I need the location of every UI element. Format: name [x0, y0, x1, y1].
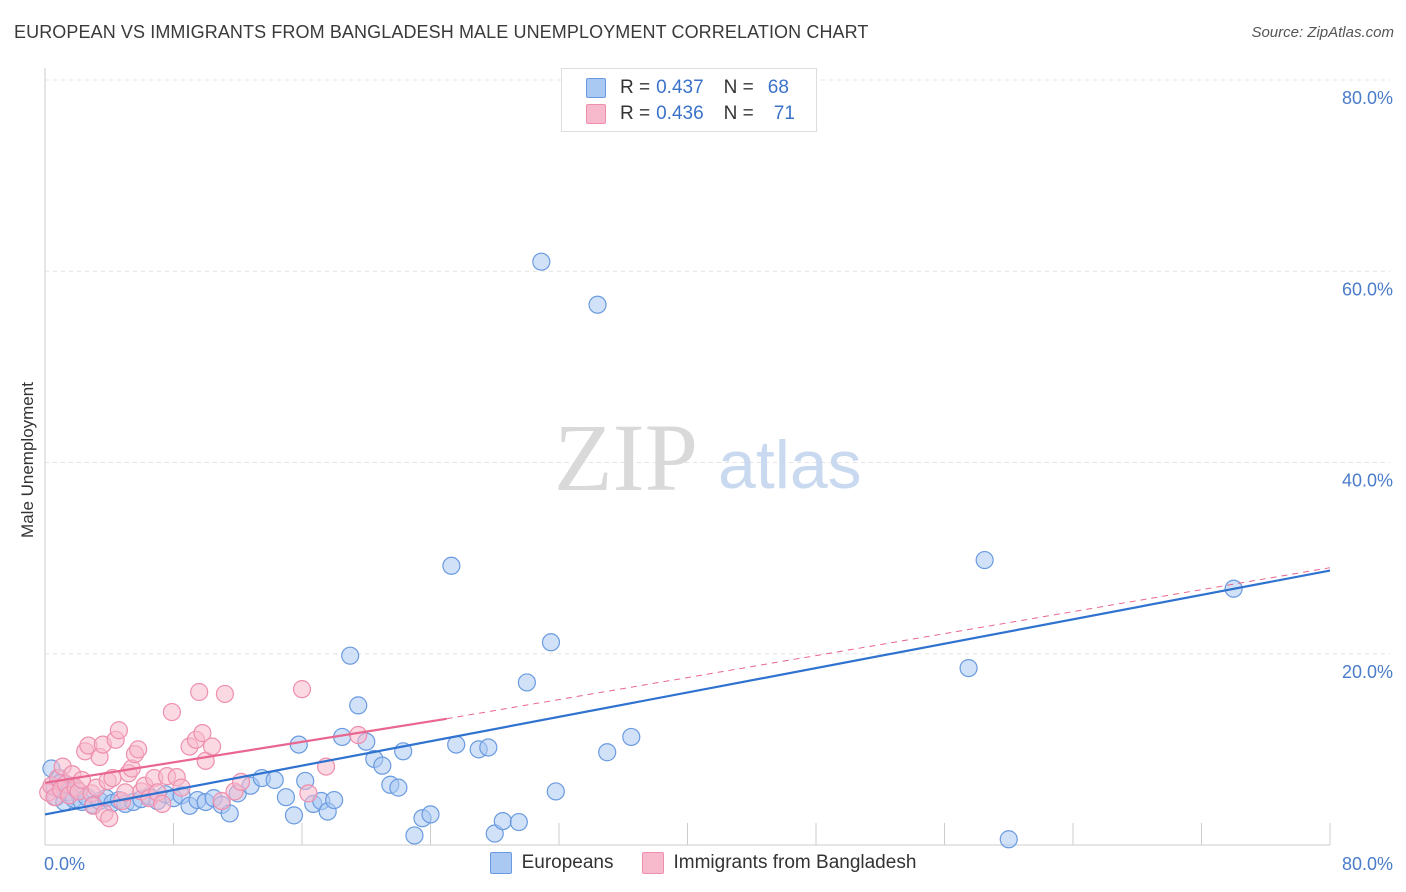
- legend-item-bangladesh: Immigrants from Bangladesh: [641, 852, 917, 874]
- legend-swatch-pink: [641, 852, 664, 874]
- legend-swatch-blue: [489, 852, 512, 874]
- data-point: [999, 830, 1018, 849]
- data-point: [276, 788, 296, 807]
- legend-swatch-pink: [586, 104, 606, 124]
- legend-swatch-blue: [586, 78, 606, 98]
- data-point: [493, 811, 512, 831]
- legend-r-label: R =: [620, 103, 651, 124]
- data-point: [389, 778, 408, 797]
- trend-line-bangladesh: [44, 717, 447, 784]
- data-point: [532, 252, 551, 271]
- legend-label-europeans: Europeans: [521, 852, 614, 873]
- data-point: [129, 740, 148, 759]
- data-point: [292, 680, 312, 699]
- data-point: [215, 684, 234, 704]
- data-point: [265, 770, 284, 790]
- series-bangladesh: [39, 680, 368, 828]
- x-tick-label: 0.0%: [44, 854, 85, 874]
- watermark: ZIP atlas: [554, 404, 862, 511]
- data-point: [546, 782, 565, 801]
- legend-row-europeans: R = 0.437 N = 68: [586, 75, 789, 101]
- legend-n-value: 71: [773, 103, 795, 124]
- trend-lines: [44, 567, 1331, 816]
- gridlines: [45, 79, 1390, 655]
- data-point: [109, 721, 128, 740]
- legend-n-value: 68: [767, 77, 789, 98]
- data-point: [349, 725, 368, 745]
- y-tick-label: 20.0%: [1342, 662, 1393, 682]
- correlation-legend: R = 0.437 N = 68 R = 0.436 N = 71: [561, 68, 817, 132]
- data-point: [190, 682, 209, 702]
- x-tick-label: 80.0%: [1342, 854, 1393, 874]
- data-point: [341, 646, 360, 665]
- data-point: [479, 738, 498, 757]
- data-point: [541, 633, 561, 652]
- data-point: [442, 556, 461, 575]
- data-point: [959, 658, 978, 678]
- legend-row-bangladesh: R = 0.436 N = 71: [586, 101, 795, 127]
- y-tick-label: 40.0%: [1342, 471, 1393, 491]
- data-point: [598, 743, 617, 762]
- data-point: [975, 550, 994, 570]
- source-label: Source: ZipAtlas.com: [1251, 24, 1394, 41]
- data-point: [284, 806, 304, 825]
- trend-line-europeans: [44, 569, 1331, 816]
- legend-n-label: N =: [723, 77, 754, 98]
- data-point: [289, 735, 308, 754]
- data-point: [373, 756, 392, 775]
- data-point: [622, 727, 641, 747]
- data-point: [405, 826, 424, 845]
- series-europeans: [42, 252, 1243, 849]
- data-point: [517, 673, 536, 692]
- y-tick-label: 60.0%: [1342, 279, 1393, 299]
- legend-r-value: 0.437: [656, 77, 704, 98]
- legend-r-value: 0.436: [656, 103, 704, 124]
- data-point: [509, 812, 528, 832]
- data-point: [588, 295, 607, 314]
- legend-r-label: R =: [620, 77, 651, 98]
- legend-item-europeans: Europeans: [489, 852, 614, 874]
- watermark-zip: ZIP: [554, 404, 698, 511]
- data-point: [349, 696, 368, 715]
- data-point: [202, 737, 222, 756]
- tick-labels: 20.0% 40.0% 60.0% 80.0% 0.0% 80.0%: [44, 88, 1393, 874]
- axes: [44, 68, 1331, 846]
- data-point: [100, 809, 119, 828]
- data-point: [325, 790, 344, 810]
- legend-label-bangladesh: Immigrants from Bangladesh: [673, 852, 917, 873]
- y-tick-label: 80.0%: [1342, 88, 1393, 108]
- data-point: [193, 724, 212, 743]
- series-legend: Europeans Immigrants from Bangladesh: [0, 852, 1406, 874]
- watermark-atlas: atlas: [718, 427, 862, 503]
- trend-extension-bangladesh: [446, 567, 1331, 720]
- data-point: [153, 794, 172, 813]
- data-point: [162, 702, 181, 722]
- legend-n-label: N =: [723, 103, 754, 124]
- data-point: [212, 791, 231, 811]
- data-point: [299, 784, 318, 803]
- chart-title: EUROPEAN VS IMMIGRANTS FROM BANGLADESH M…: [14, 22, 869, 42]
- data-point: [421, 805, 440, 824]
- data-point: [447, 735, 466, 754]
